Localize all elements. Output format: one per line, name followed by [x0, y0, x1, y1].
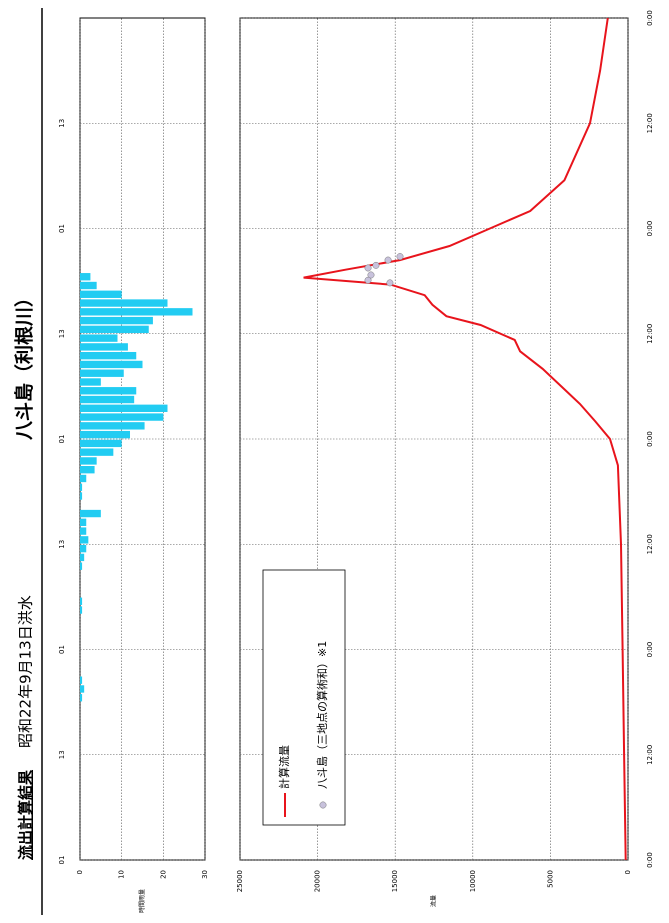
y-tick-label: 20	[159, 870, 167, 879]
x-tick-label: 0:00	[646, 852, 654, 868]
observed-point	[384, 256, 392, 264]
rain-bar	[80, 360, 143, 369]
rain-bar	[80, 597, 83, 605]
rain-bar	[80, 351, 137, 360]
y-tick-label: 25000	[236, 870, 244, 892]
header-title: 流出計算結果	[17, 769, 35, 860]
x-tick-label: 01	[58, 224, 66, 233]
flow-line	[303, 17, 627, 861]
rain-bar	[80, 466, 95, 474]
rain-bar	[80, 536, 89, 544]
rain-bar	[80, 395, 135, 404]
rain-bar	[80, 369, 124, 377]
rain-bar	[80, 527, 87, 535]
y-tick-label: 15000	[391, 870, 399, 892]
rain-bar	[80, 299, 168, 307]
rain-bar	[80, 422, 145, 430]
rain-bar	[80, 430, 130, 439]
x-tick-label: 01	[58, 645, 66, 654]
rain-bar	[80, 448, 114, 456]
legend-label: 計算流量	[277, 745, 291, 789]
x-tick-label: 13	[58, 540, 66, 549]
rain-bar	[80, 290, 122, 298]
x-tick-label: 12:00	[646, 113, 654, 133]
y-tick-label: 10000	[469, 870, 477, 892]
rain-bar	[80, 492, 83, 500]
observed-point	[396, 253, 404, 261]
rain-bar	[80, 325, 149, 334]
x-tick-label: 12:00	[646, 324, 654, 344]
rain-bar	[80, 404, 168, 412]
rain-bar	[80, 457, 97, 465]
x-tick-label: 01	[58, 856, 66, 865]
rain-bar	[80, 509, 101, 518]
rain-bar	[80, 316, 153, 325]
observed-point	[364, 276, 372, 284]
rain-bar	[80, 685, 85, 693]
y-tick-label: 0	[76, 870, 84, 874]
x-tick-label: 12:00	[646, 745, 654, 765]
rain-bar	[80, 544, 87, 553]
landscape: 流出計算結果 昭和22年9月13日洪水 八斗島（利根川） 0 10 20 300113…	[13, 8, 654, 915]
x-tick-label: 0:00	[646, 642, 654, 658]
rain-bar	[80, 343, 128, 351]
x-tick-label: 0:00	[646, 221, 654, 237]
y-tick-label: 0	[624, 870, 632, 874]
rain-bar	[80, 439, 122, 448]
legend-label: 八斗島（三地点の算術和）※1	[315, 641, 329, 789]
rain-bar	[80, 273, 91, 281]
y-tick-label: 30	[201, 870, 209, 879]
rain-bar	[80, 553, 85, 562]
rain-bar	[80, 518, 87, 527]
x-tick-label: 0:00	[646, 10, 654, 26]
rain-bar	[80, 562, 83, 570]
y-tick-label: 10	[118, 870, 126, 879]
rain-bar	[80, 606, 83, 614]
y-axis-title: 流量	[430, 895, 438, 907]
x-tick-label: 13	[58, 750, 66, 759]
y-tick-label: 5000	[546, 870, 554, 888]
legend-box	[262, 569, 346, 826]
legend-marker	[319, 801, 327, 809]
rain-bar	[80, 474, 87, 483]
observed-point	[367, 271, 375, 279]
rain-bar	[80, 413, 164, 421]
rain-bar	[80, 387, 137, 395]
observed-point	[386, 279, 394, 287]
header-station: 八斗島（利根川）	[13, 288, 36, 440]
rain-bar	[80, 676, 83, 684]
x-tick-label: 12:00	[646, 534, 654, 554]
x-tick-label: 0:00	[646, 431, 654, 447]
rain-bar	[80, 334, 118, 342]
x-tick-label: 13	[58, 329, 66, 338]
rain-bar	[80, 483, 83, 491]
y-tick-label: 20000	[314, 870, 322, 892]
rain-bar	[80, 378, 101, 386]
observed-point	[372, 261, 380, 269]
rain-bar	[80, 694, 83, 702]
header-event: 昭和22年9月13日洪水	[17, 595, 35, 748]
x-tick-label: 01	[58, 435, 66, 444]
x-tick-label: 13	[58, 119, 66, 128]
observed-point	[364, 264, 372, 272]
y-axis-title: 時間雨量	[138, 889, 146, 913]
rain-bar	[80, 308, 193, 316]
rain-bar	[80, 281, 97, 290]
